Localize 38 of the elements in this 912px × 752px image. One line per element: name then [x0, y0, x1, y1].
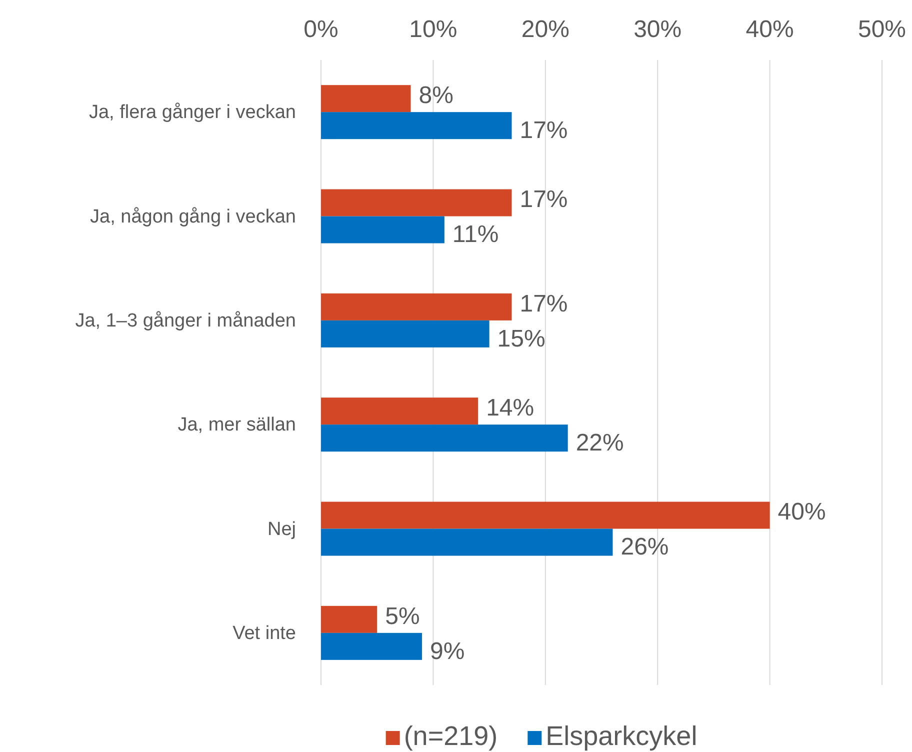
data-label: 9%	[430, 638, 465, 665]
data-label: 5%	[385, 602, 420, 630]
bar	[321, 293, 512, 320]
bar	[321, 112, 512, 140]
bar	[321, 606, 378, 633]
legend-label: Elsparkcykel	[546, 721, 698, 752]
y-tick-label: Ja, mer sällan	[178, 414, 296, 436]
x-tick-label: 50%	[858, 16, 906, 43]
bar	[321, 216, 444, 244]
x-tick-label: 0%	[304, 16, 338, 43]
data-label: 40%	[778, 498, 826, 526]
y-tick-label: Ja, 1–3 gånger i månaden	[75, 310, 296, 332]
data-label: 17%	[520, 186, 568, 214]
x-tick-label: 10%	[409, 16, 458, 43]
data-label: 15%	[497, 325, 546, 352]
data-label: 17%	[520, 290, 568, 318]
y-tick-label: Vet inte	[232, 622, 296, 644]
y-tick-label: Ja, någon gång i veckan	[90, 206, 296, 228]
y-tick-label: Nej	[267, 518, 296, 540]
bar	[321, 85, 411, 112]
data-label: 17%	[520, 116, 568, 144]
data-label: 11%	[452, 221, 499, 248]
bar	[321, 189, 512, 216]
bar	[321, 320, 490, 348]
bar	[321, 398, 478, 425]
bar	[321, 632, 422, 660]
y-tick-label: Ja, flera gånger i veckan	[88, 102, 296, 124]
x-tick-label: 30%	[634, 16, 682, 43]
data-label: 8%	[418, 82, 454, 109]
bar	[321, 424, 568, 452]
x-tick-label: 20%	[521, 16, 570, 43]
bar	[321, 528, 613, 556]
x-tick-label: 40%	[746, 16, 794, 43]
legend-label: (n=219)	[404, 721, 498, 752]
data-label: 14%	[486, 394, 534, 422]
data-label: 26%	[620, 534, 669, 561]
data-label: 22%	[576, 429, 624, 456]
bar	[321, 502, 770, 529]
